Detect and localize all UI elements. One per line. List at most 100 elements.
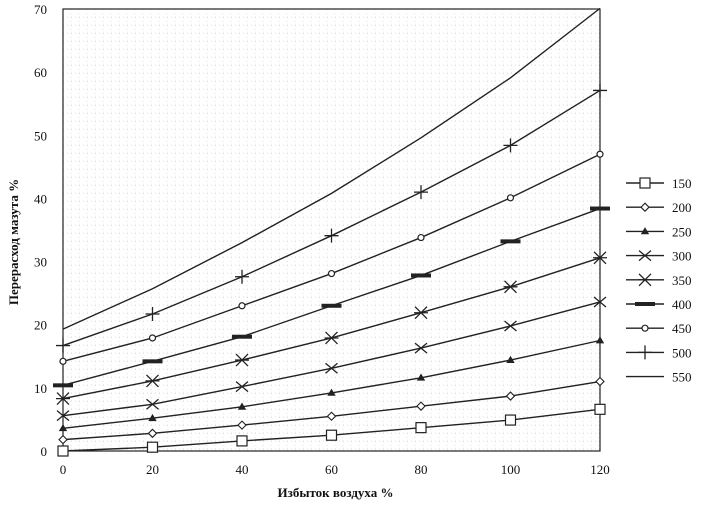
- legend-label: 150: [672, 176, 692, 191]
- data-point-200: [147, 428, 158, 439]
- y-tick-label: 30: [34, 255, 47, 270]
- data-point-400: [411, 273, 431, 278]
- legend-item-300: 300: [626, 249, 692, 264]
- data-point-200: [416, 401, 426, 411]
- legend-label: 400: [672, 297, 692, 312]
- series-400: [53, 206, 610, 388]
- data-point-300: [504, 320, 517, 332]
- data-point-150: [146, 441, 159, 453]
- data-point-300: [414, 342, 428, 354]
- data-point-300: [146, 398, 159, 410]
- data-point-150: [325, 429, 338, 441]
- legend-item-450: 450: [626, 321, 692, 336]
- data-point-350: [503, 280, 518, 294]
- legend-marker: [638, 345, 652, 360]
- series-500: [56, 83, 607, 353]
- data-point-350: [324, 331, 339, 345]
- series-250: [58, 336, 605, 432]
- y-tick-label: 60: [34, 65, 47, 80]
- y-tick-label: 50: [34, 128, 47, 143]
- legend-label: 200: [672, 200, 692, 215]
- data-point-500: [145, 306, 160, 321]
- legend-item-150: 150: [626, 176, 692, 191]
- data-point-350: [593, 251, 607, 265]
- data-point-450: [238, 302, 246, 310]
- data-point-250: [327, 388, 336, 396]
- data-point-150: [594, 403, 606, 415]
- series-300: [56, 296, 607, 422]
- series-550: [62, 7, 601, 330]
- data-point-250: [595, 336, 605, 344]
- plot-area-frame: [62, 8, 601, 452]
- legend-marker: [638, 273, 652, 287]
- legend: 150 200 250 300 350 400 450 500 550: [626, 176, 692, 385]
- x-tick-label: 40: [236, 462, 249, 477]
- x-axis-ticks: 0 20 40 60 80 100 120: [60, 462, 610, 477]
- series-150: [57, 403, 606, 457]
- data-point-400: [142, 359, 163, 364]
- data-point-300: [593, 296, 607, 308]
- data-point-200: [237, 420, 247, 430]
- data-point-200: [505, 391, 516, 401]
- legend-marker: [641, 324, 649, 332]
- x-tick-label: 80: [415, 462, 428, 477]
- legend-item-250: 250: [626, 224, 692, 239]
- data-point-250: [237, 402, 247, 410]
- data-point-450: [596, 150, 604, 158]
- legend-marker: [640, 227, 650, 235]
- data-point-250: [416, 373, 426, 381]
- data-point-200: [58, 434, 68, 445]
- legend-item-350: 350: [626, 273, 692, 288]
- data-point-450: [148, 334, 157, 342]
- data-point-500: [324, 228, 339, 243]
- series-line-350: [62, 257, 601, 400]
- y-tick-label: 20: [34, 318, 47, 333]
- series-450: [59, 150, 604, 365]
- legend-item-500: 500: [626, 345, 692, 360]
- data-point-300: [235, 381, 249, 393]
- data-point-400: [500, 239, 521, 244]
- x-tick-label: 20: [146, 462, 159, 477]
- series-layer: [53, 7, 610, 457]
- series-line-550: [62, 7, 601, 330]
- legend-label: 450: [672, 321, 692, 336]
- data-point-450: [506, 194, 515, 202]
- y-tick-label: 70: [34, 2, 47, 17]
- legend-label: 300: [672, 249, 692, 264]
- data-point-400: [232, 334, 252, 339]
- data-point-250: [506, 355, 515, 363]
- y-axis-title: Перерасход мазута %: [6, 179, 21, 305]
- data-point-500: [593, 83, 607, 98]
- legend-marker: [635, 302, 655, 306]
- legend-marker: [639, 177, 651, 189]
- data-point-400: [590, 206, 610, 211]
- series-350: [56, 251, 607, 406]
- legend-marker: [640, 202, 650, 212]
- data-point-500: [503, 138, 518, 153]
- data-point-500: [56, 338, 70, 353]
- data-point-200: [326, 411, 337, 422]
- data-point-150: [504, 414, 517, 426]
- y-axis-ticks: 0 10 20 30 40 50 60 70: [34, 2, 47, 459]
- data-point-450: [417, 233, 425, 242]
- legend-item-200: 200: [626, 200, 692, 215]
- data-point-350: [56, 392, 70, 406]
- legend-label: 350: [672, 273, 692, 288]
- y-tick-label: 40: [34, 191, 47, 206]
- data-point-350: [235, 353, 249, 367]
- x-tick-label: 120: [590, 462, 610, 477]
- x-tick-label: 60: [325, 462, 338, 477]
- x-tick-label: 100: [501, 462, 521, 477]
- series-200: [58, 376, 605, 445]
- legend-label: 500: [672, 345, 692, 360]
- y-tick-label: 10: [34, 381, 47, 396]
- legend-item-550: 550: [626, 370, 692, 385]
- data-point-450: [327, 269, 336, 278]
- data-point-200: [595, 376, 605, 387]
- data-point-350: [414, 306, 428, 320]
- data-point-300: [56, 410, 70, 422]
- legend-item-400: 400: [626, 297, 692, 312]
- data-point-500: [235, 269, 249, 284]
